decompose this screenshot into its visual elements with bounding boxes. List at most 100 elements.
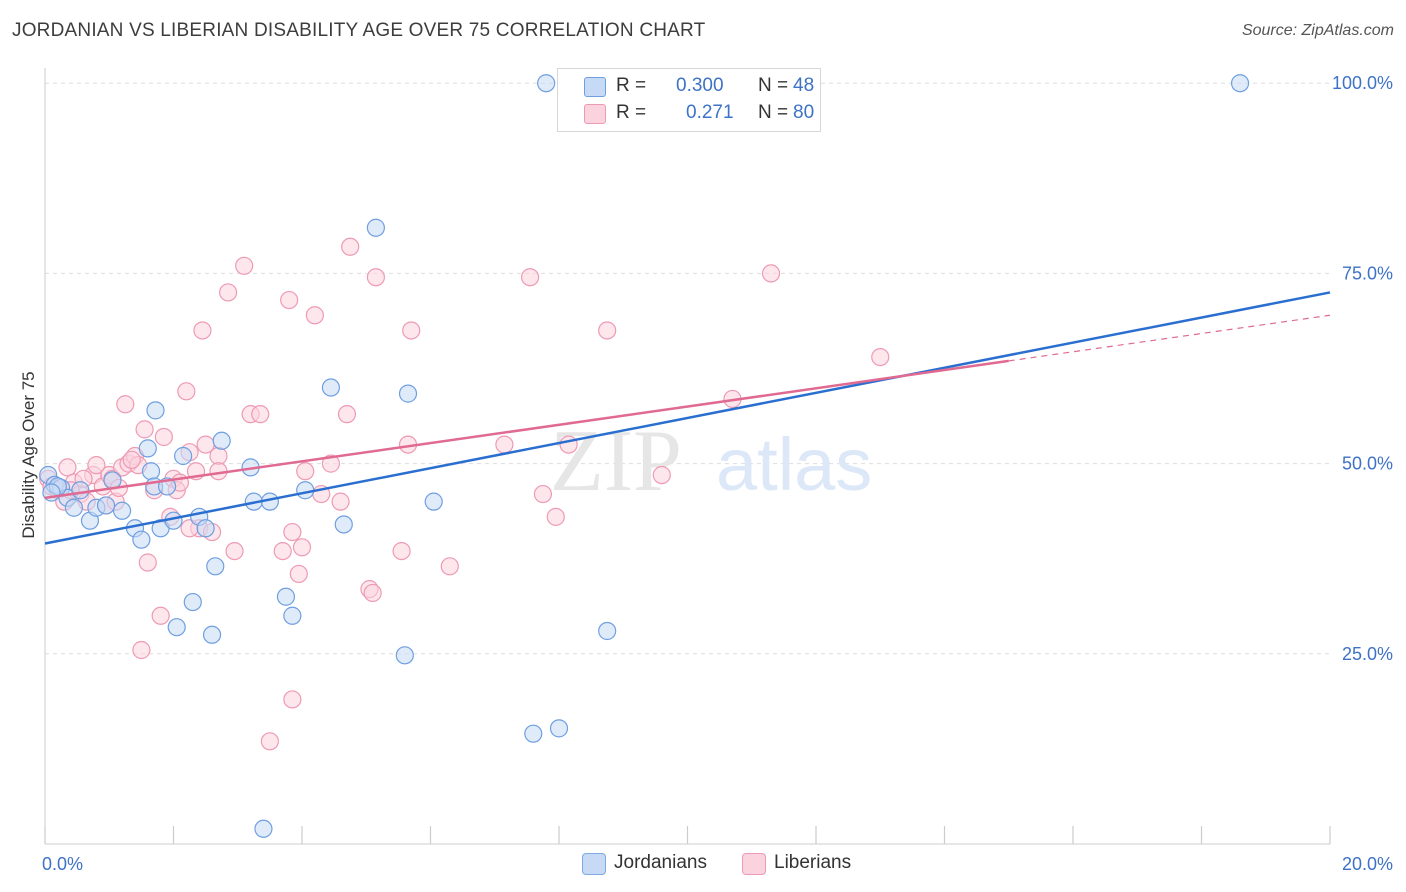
liberians-trend-extension xyxy=(1008,314,1331,362)
jordanian-point xyxy=(321,378,341,397)
liberian-point xyxy=(761,264,781,283)
jordanian-point xyxy=(212,431,231,450)
jordanian-point xyxy=(138,439,157,458)
grid-lines xyxy=(45,82,1330,655)
legend-r-label: R = xyxy=(616,102,647,123)
liberian-point xyxy=(283,690,302,709)
liberian-point xyxy=(363,583,382,603)
bottom-legend-swatch-jordanians xyxy=(582,853,606,875)
liberian-point xyxy=(331,492,350,511)
legend-r-value: 0.300 xyxy=(676,75,724,96)
liberian-point xyxy=(122,450,141,469)
jordanian-point xyxy=(537,74,556,93)
liberian-point xyxy=(402,321,421,340)
legend-n-label: N = xyxy=(758,102,789,123)
liberian-point xyxy=(116,395,135,414)
liberian-point xyxy=(151,606,170,625)
liberian-point xyxy=(652,465,671,485)
liberian-point xyxy=(283,522,302,542)
bottom-legend-label-liberians: Liberians xyxy=(774,852,852,873)
liberian-point xyxy=(138,553,157,572)
legend-swatch-liberians xyxy=(584,104,606,124)
liberians-trend-line xyxy=(44,359,1009,500)
jordanian-point xyxy=(276,587,296,606)
liberian-point xyxy=(177,382,196,401)
y-axis-title: Disability Age Over 75 xyxy=(19,371,38,538)
jordanian-point xyxy=(366,218,385,237)
jordanian-point xyxy=(334,515,353,534)
liberian-point xyxy=(533,484,553,504)
x-tick-label: 20.0% xyxy=(1342,854,1393,874)
jordanian-point xyxy=(254,819,273,838)
liberian-point xyxy=(321,454,341,473)
jordanian-point xyxy=(96,496,116,515)
jordanian-point xyxy=(598,621,617,641)
liberian-point xyxy=(559,435,578,454)
liberian-point xyxy=(209,446,228,466)
y-tick-label: 25.0% xyxy=(1342,644,1393,664)
liberian-point xyxy=(292,538,312,557)
trend-lines xyxy=(44,291,1331,545)
legend-r-value: 0.271 xyxy=(686,102,734,123)
liberian-point xyxy=(132,640,151,660)
jordanian-point xyxy=(549,719,569,738)
liberian-point xyxy=(296,462,315,481)
jordanian-point xyxy=(64,498,84,517)
liberian-point xyxy=(289,564,308,584)
liberian-point xyxy=(251,405,270,424)
x-tick-label: 0.0% xyxy=(42,854,83,874)
bottom-legend-swatch-liberians xyxy=(742,853,766,875)
liberian-point xyxy=(193,321,212,340)
legend-n-value: 80 xyxy=(793,102,815,123)
liberian-point xyxy=(135,420,154,439)
liberian-point xyxy=(280,290,299,310)
bottom-legend-label-jordanians: Jordanians xyxy=(614,852,707,873)
liberian-point xyxy=(440,557,459,576)
tick-labels: 25.0% 50.0% 75.0% 100.0% 0.0% 20.0% xyxy=(42,73,1393,874)
jordanian-point xyxy=(1230,74,1250,93)
legend-n-label: N = xyxy=(758,75,789,96)
y-tick-label: 100.0% xyxy=(1332,73,1393,93)
y-tick-label: 50.0% xyxy=(1342,454,1393,474)
jordanian-point xyxy=(398,384,418,403)
liberian-point xyxy=(260,732,279,751)
jordanians-points xyxy=(39,74,1250,838)
liberian-point xyxy=(520,268,540,287)
jordanian-point xyxy=(206,557,225,576)
axes xyxy=(44,68,1331,845)
jordanian-point xyxy=(174,446,193,466)
jordanian-point xyxy=(283,606,302,625)
liberian-point xyxy=(58,458,77,477)
liberian-point xyxy=(305,306,324,325)
chart-source: Source: ZipAtlas.com xyxy=(1241,22,1394,39)
liberian-point xyxy=(598,321,617,340)
liberian-point xyxy=(546,507,565,526)
legend-n-value: 48 xyxy=(793,75,815,96)
jordanian-point xyxy=(141,462,161,481)
jordanian-point xyxy=(132,530,151,549)
liberian-point xyxy=(341,237,360,256)
legend-r-label: R = xyxy=(616,75,647,96)
jordanian-point xyxy=(146,401,165,420)
liberian-point xyxy=(87,456,106,475)
liberian-point xyxy=(871,347,890,367)
liberian-point xyxy=(392,541,411,561)
watermark-atlas: atlas xyxy=(716,423,872,506)
y-tick-label: 75.0% xyxy=(1342,263,1393,283)
liberian-point xyxy=(337,405,357,424)
liberian-point xyxy=(273,541,292,561)
jordanian-point xyxy=(395,646,414,665)
jordanian-point xyxy=(71,481,90,500)
liberian-point xyxy=(495,435,514,454)
watermark: ZIP atlas xyxy=(550,413,872,510)
liberian-point xyxy=(366,268,385,287)
liberian-point xyxy=(235,256,254,275)
jordanian-point xyxy=(112,501,132,520)
liberians-points xyxy=(39,237,890,751)
jordanian-point xyxy=(183,592,202,612)
chart-title: JORDANIAN VS LIBERIAN DISABILITY AGE OVE… xyxy=(12,20,706,41)
liberian-point xyxy=(154,427,173,447)
jordanian-point xyxy=(202,625,222,644)
jordanian-point xyxy=(167,618,186,637)
